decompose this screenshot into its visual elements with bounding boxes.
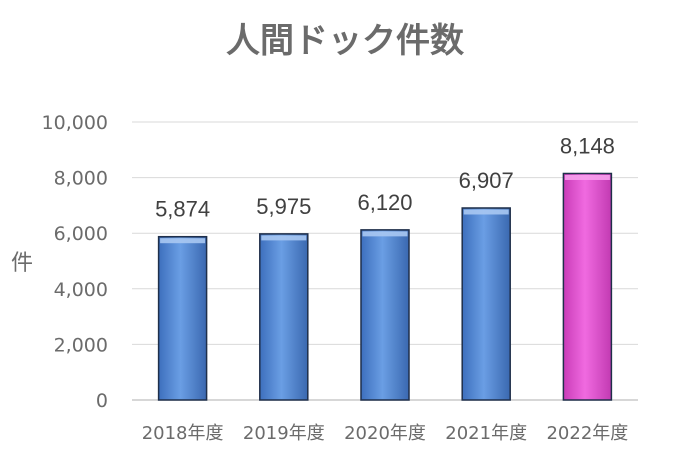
y-tick-label: 4,000 [54,279,108,301]
x-tick-label: 2018年度 [142,423,224,444]
bar-bevel [463,209,509,215]
y-axis-label: 件 [11,251,33,276]
data-label: 6,120 [357,190,412,215]
data-label: 6,907 [459,168,514,193]
bar-bevel [261,235,307,241]
x-tick-label: 2021年度 [445,423,527,444]
chart-title: 人間ドック件数 [226,21,464,61]
bar-bevel [564,174,610,180]
y-tick-label: 2,000 [54,334,108,356]
x-tick-label: 2019年度 [243,423,325,444]
y-tick-label: 10,000 [42,112,108,134]
bar [157,235,208,401]
x-tick-label: 2022年度 [546,423,628,444]
bar-bevel [160,238,206,244]
bars [157,172,613,401]
y-tick-label: 8,000 [54,168,108,190]
bar [360,229,410,401]
bar-bevel [362,231,408,237]
data-label: 5,874 [155,197,210,222]
bar [461,207,511,401]
data-labels: 5,874 5,975 6,120 6,907 8,148 [155,133,615,221]
data-label: 8,148 [560,133,615,158]
bar [259,233,309,401]
y-tick-label: 6,000 [54,223,108,245]
y-tick-label: 0 [96,390,108,412]
bar [562,172,613,401]
y-axis-ticks: 0 2,000 4,000 6,000 8,000 10,000 [42,112,108,412]
x-tick-label: 2020年度 [344,423,426,444]
x-axis-ticks: 2018年度 2019年度 2020年度 2021年度 2022年度 [142,423,629,444]
data-label: 5,975 [256,194,311,219]
